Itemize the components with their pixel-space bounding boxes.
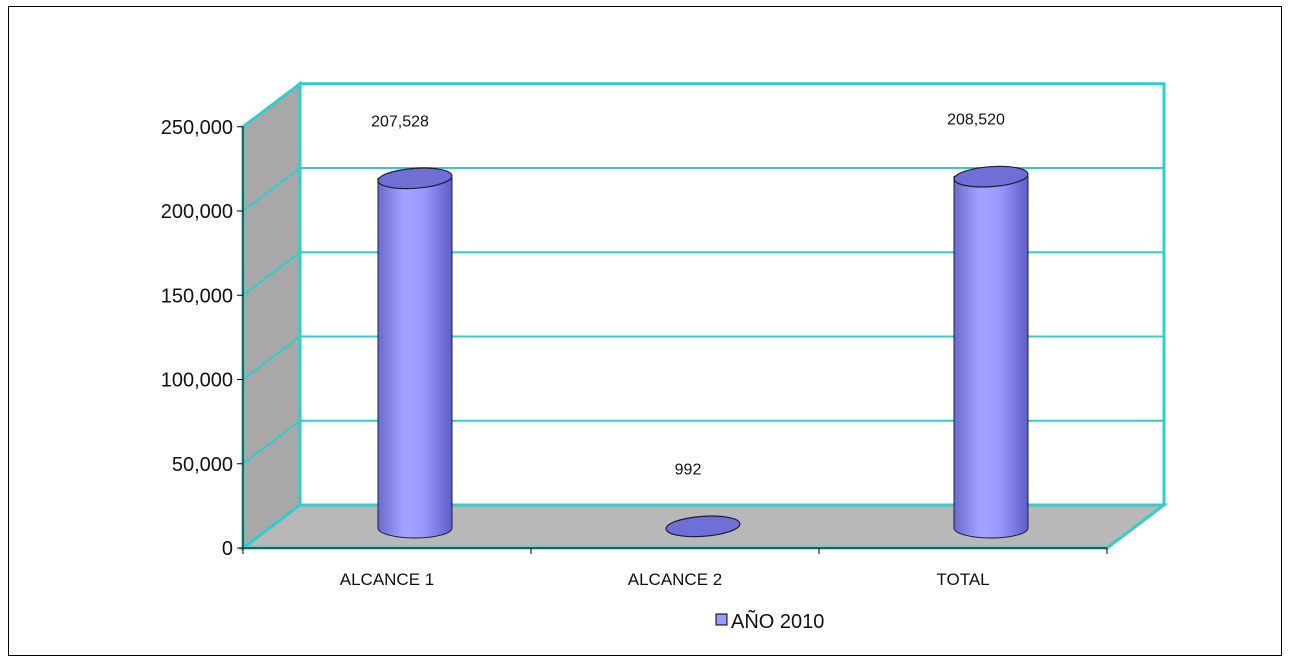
- y-tick-label: 250,000: [161, 117, 233, 139]
- y-tick-label: 50,000: [172, 454, 233, 476]
- data-label: 207,528: [371, 113, 429, 130]
- bar-total: [953, 165, 1029, 539]
- x-tick-label: TOTAL: [936, 570, 989, 589]
- y-tick-label: 150,000: [161, 285, 233, 307]
- bar-body: [377, 177, 453, 539]
- bar-top: [377, 167, 453, 190]
- y-tick-label: 200,000: [161, 201, 233, 223]
- x-tick-label: ALCANCE 2: [628, 570, 722, 589]
- x-tick-label: ALCANCE 1: [340, 570, 434, 589]
- legend-swatch: [715, 613, 728, 626]
- bar-top: [665, 515, 741, 538]
- data-label: 992: [675, 461, 702, 478]
- legend-label: AÑO 2010: [731, 609, 824, 633]
- bar-body: [953, 176, 1029, 539]
- y-tick-label: 100,000: [161, 370, 233, 392]
- bar-alcance-2: [665, 515, 741, 538]
- gridline-side: [242, 335, 301, 381]
- gridline-side: [242, 251, 301, 297]
- bar-alcance-1: [377, 167, 453, 539]
- side-wall: [241, 80, 302, 552]
- gridline-side: [242, 82, 301, 128]
- bar-top: [953, 165, 1029, 188]
- gridline-side: [242, 419, 301, 465]
- y-tick-label: 0: [222, 538, 233, 560]
- gridline-side: [242, 167, 301, 212]
- data-label: 208,520: [947, 112, 1005, 129]
